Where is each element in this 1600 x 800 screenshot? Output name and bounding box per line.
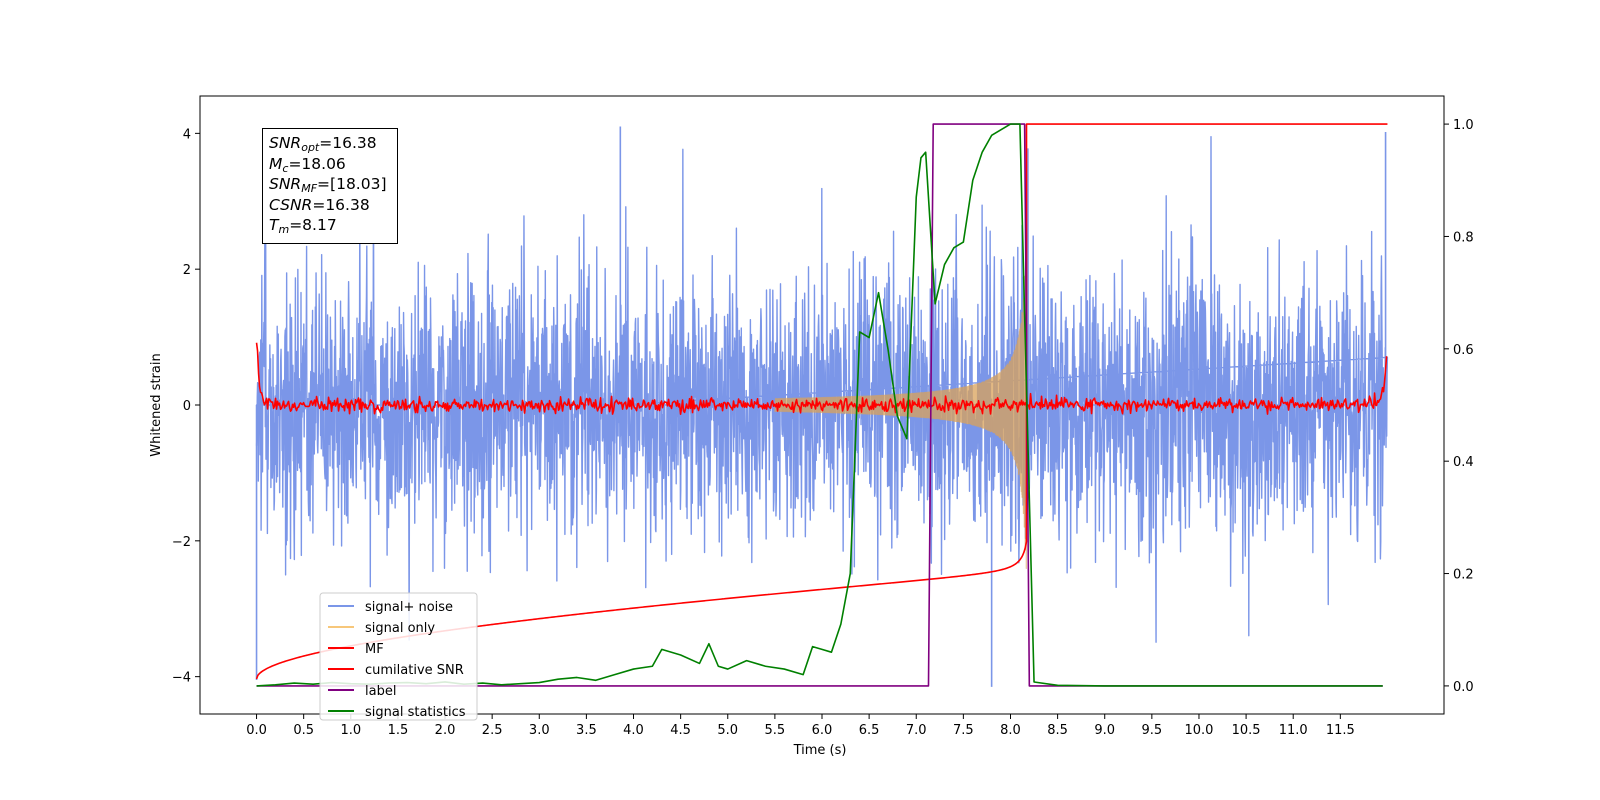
y2-tick-label: 0.2 — [1453, 568, 1474, 583]
legend-label: signal statistics — [365, 705, 466, 720]
y-tick-label: 0 — [183, 399, 191, 414]
x-tick-label: 7.0 — [906, 723, 927, 738]
legend-label: label — [365, 684, 396, 699]
y2-tick-label: 0.6 — [1453, 343, 1474, 358]
x-axis-label: Time (s) — [793, 743, 847, 758]
x-tick-label: 11.0 — [1279, 723, 1308, 738]
x-tick-label: 0.0 — [246, 723, 267, 738]
x-tick-label: 2.5 — [482, 723, 503, 738]
x-tick-label: 9.0 — [1094, 723, 1115, 738]
annotation-snr-opt: SNRopt=16.38 — [269, 134, 377, 154]
legend-label: signal+ noise — [365, 600, 453, 615]
x-tick-label: 0.5 — [293, 723, 314, 738]
y-tick-label: −2 — [172, 535, 191, 550]
legend-box — [319, 592, 478, 721]
legend-label: cumilative SNR — [365, 663, 464, 678]
x-tick-label: 8.5 — [1047, 723, 1068, 738]
x-tick-label: 10.5 — [1232, 723, 1261, 738]
y2-tick-label: 0.8 — [1453, 230, 1474, 245]
y2-tick-label: 0.0 — [1453, 680, 1474, 695]
x-tick-label: 11.5 — [1326, 723, 1355, 738]
x-axis: 0.0 0.5 1.0 1.5 2.0 2.5 3.0 3.5 4.0 4.5 5.0 5.5 6.0 6… — [246, 714, 1355, 738]
x-tick-label: 7.5 — [953, 723, 974, 738]
annotation-csnr: CSNR=16.38 — [269, 195, 370, 214]
y-tick-label: 4 — [183, 127, 191, 142]
y-tick-label: 2 — [183, 263, 191, 278]
x-tick-label: 8.0 — [1000, 723, 1021, 738]
x-tick-label: 5.5 — [765, 723, 786, 738]
series-signal-noise — [255, 136, 1389, 643]
y-axis-right: 1.0 0.8 0.6 0.4 0.2 0.0 — [1444, 118, 1474, 695]
annotation-tm: Tm=8.17 — [269, 216, 337, 236]
y-axis-label: Whitened strain — [149, 353, 164, 456]
x-tick-label: 2.0 — [435, 723, 456, 738]
x-tick-label: 4.5 — [670, 723, 691, 738]
y2-tick-label: 0.4 — [1453, 455, 1474, 470]
annotation-snr-mf: SNRMF=[18.03] — [269, 175, 387, 195]
x-tick-label: 1.0 — [340, 723, 361, 738]
x-tick-label: 10.0 — [1184, 723, 1213, 738]
legend-label: MF — [365, 642, 384, 657]
x-tick-label: 4.0 — [623, 723, 644, 738]
y-axis-left: 4 2 0 −2 −4 — [172, 127, 200, 686]
x-tick-label: 6.0 — [812, 723, 833, 738]
x-tick-label: 1.5 — [388, 723, 409, 738]
y-tick-label: −4 — [172, 671, 191, 686]
x-tick-label: 9.5 — [1142, 723, 1163, 738]
x-tick-label: 3.0 — [529, 723, 550, 738]
annotation-mc: Mc=18.06 — [269, 154, 346, 175]
legend: signal+ noise signal only MF cumilative SNR… — [319, 592, 478, 721]
y2-tick-label: 1.0 — [1453, 118, 1474, 133]
x-tick-label: 3.5 — [576, 723, 597, 738]
legend-label: signal only — [365, 621, 435, 636]
series-mf — [255, 342, 1388, 415]
x-tick-label: 6.5 — [859, 723, 880, 738]
annotation-box: SNRopt=16.38 Mc=18.06 SNRMF=[18.03] CSNR… — [262, 128, 398, 244]
x-tick-label: 5.0 — [717, 723, 738, 738]
